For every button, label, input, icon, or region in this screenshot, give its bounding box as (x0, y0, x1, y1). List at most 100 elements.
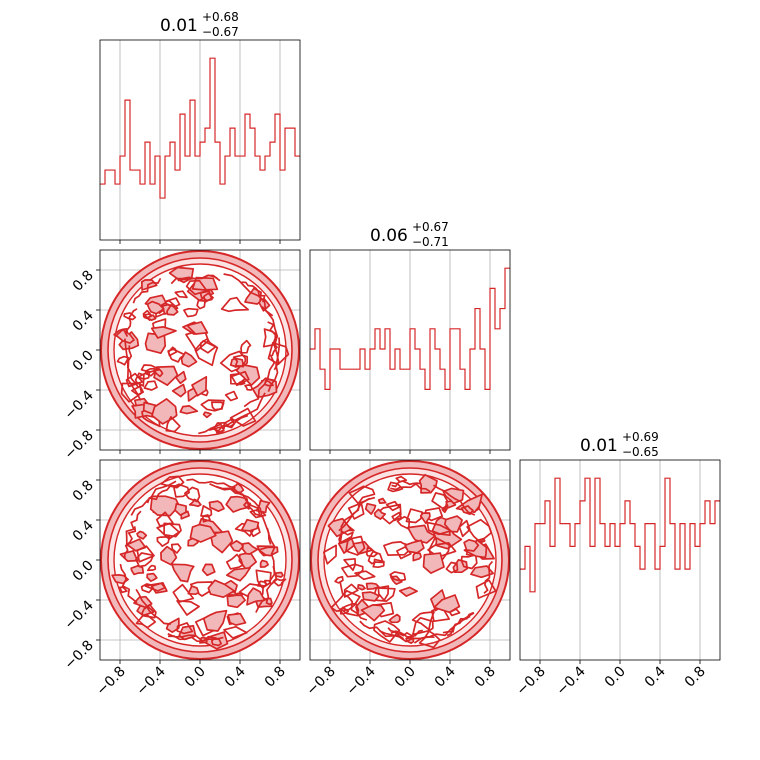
contour-island (143, 380, 158, 391)
contour-island (406, 524, 436, 544)
contour-island (130, 385, 145, 396)
x-tick-label: 0.4 (642, 663, 669, 690)
contour-rim-fragment (130, 480, 177, 516)
param-title-2: 0.01 +0.69−0.65 (580, 430, 659, 459)
contour-island (463, 538, 480, 552)
title-median: 0.01 (160, 16, 198, 36)
contour-island (343, 557, 357, 572)
contour-island (209, 530, 234, 554)
contour-island (176, 622, 194, 635)
y-tick-label: 0.4 (70, 307, 97, 334)
contour-rim-fragment (119, 563, 138, 604)
y-tick-label: 0.4 (70, 517, 97, 544)
contour-island (136, 545, 155, 563)
contour-rim-fragment (432, 484, 476, 516)
contour-island (365, 582, 380, 591)
contour-island (187, 585, 200, 596)
histogram-step (100, 57, 300, 199)
contour-island (155, 511, 174, 527)
contour-island (160, 545, 178, 566)
contour-rim-fragment (135, 588, 171, 625)
contour-island (365, 546, 379, 558)
contour-island (180, 510, 190, 520)
contour-island (200, 399, 225, 412)
contour-island (207, 579, 236, 599)
contour-rim-fragment (390, 629, 423, 638)
x-tick-label: 0.0 (392, 664, 419, 691)
contour-island (165, 416, 181, 433)
contour-island (343, 583, 359, 598)
contour-island (201, 514, 211, 523)
contour-island (275, 571, 284, 578)
title-plus: +0.68 (202, 10, 239, 24)
title-plus: +0.69 (622, 430, 659, 444)
title-minus: −0.65 (622, 445, 659, 459)
contour-rim-fragment (124, 308, 138, 338)
contour-layer (100, 460, 300, 660)
contour-island (189, 581, 213, 597)
contour-island (225, 553, 244, 570)
title-minus: −0.67 (202, 25, 239, 39)
contour-rim-fragment (223, 273, 274, 317)
contour-rim-fragment (483, 560, 494, 594)
contour-island (475, 579, 497, 599)
x-tick-label: 0.4 (432, 663, 459, 690)
x-tick-label: −0.4 (343, 663, 378, 698)
contour-island (226, 594, 246, 609)
contour-island (232, 354, 249, 368)
hist-panel-0: 0.01 +0.68−0.67 (99, 10, 301, 244)
x-tick-label: −0.8 (513, 664, 548, 699)
y-tick-label: −0.4 (61, 387, 96, 422)
contour-island (171, 383, 187, 398)
contour-rim-fragment (215, 485, 261, 516)
contour-rim-fragment (167, 635, 215, 643)
contour-island (167, 348, 186, 363)
contour-island (389, 571, 407, 582)
contour-island (172, 583, 195, 603)
contour-island (396, 515, 411, 530)
contour-island (348, 485, 376, 505)
contour-island (140, 364, 161, 373)
contour-island (354, 570, 376, 581)
contour-island (135, 612, 157, 629)
contour-island (220, 296, 250, 313)
contour-island (443, 515, 463, 533)
contour-island (361, 591, 380, 602)
y-tick-label: 0.0 (70, 558, 97, 585)
contour-rim-fragment (261, 306, 280, 371)
contour-island (115, 328, 135, 344)
contour-island (144, 582, 166, 592)
param-title-0: 0.01 +0.68−0.67 (160, 10, 239, 39)
contour-island (230, 370, 250, 387)
contour-island (364, 502, 377, 515)
histogram-step (310, 267, 510, 390)
contour-island (135, 552, 155, 568)
contour-island (377, 497, 387, 505)
contour-island (183, 307, 199, 318)
y-tick-label: −0.4 (61, 597, 96, 632)
contour-rim-fragment (442, 611, 475, 634)
contour-island (345, 535, 366, 556)
contour-rim-fragment (146, 483, 181, 504)
contour-island (213, 421, 226, 435)
contour-rim-fragment (123, 526, 137, 559)
contour-rim-fragment (387, 627, 415, 638)
y-tick-label: 0.8 (70, 268, 97, 295)
contour-island (136, 530, 148, 540)
contour-island (123, 312, 137, 321)
contour-island (125, 372, 144, 388)
contour-island (176, 599, 200, 616)
x-tick-label: 0.0 (602, 664, 629, 691)
contour-island (412, 552, 422, 562)
contour-island (163, 522, 182, 538)
hist-panel-2: 0.01 +0.69−0.65 −0.8 −0.4 0.0 0.4 0.8 (513, 430, 721, 699)
contour-island (186, 321, 209, 335)
contour-island (265, 597, 273, 606)
contour-layer (100, 250, 300, 450)
contour-rim-fragment (125, 510, 142, 547)
contour-island (146, 314, 157, 322)
contour-island (223, 625, 248, 639)
contour-island (146, 300, 165, 315)
contour-island (224, 390, 239, 402)
contour-island (170, 543, 182, 554)
